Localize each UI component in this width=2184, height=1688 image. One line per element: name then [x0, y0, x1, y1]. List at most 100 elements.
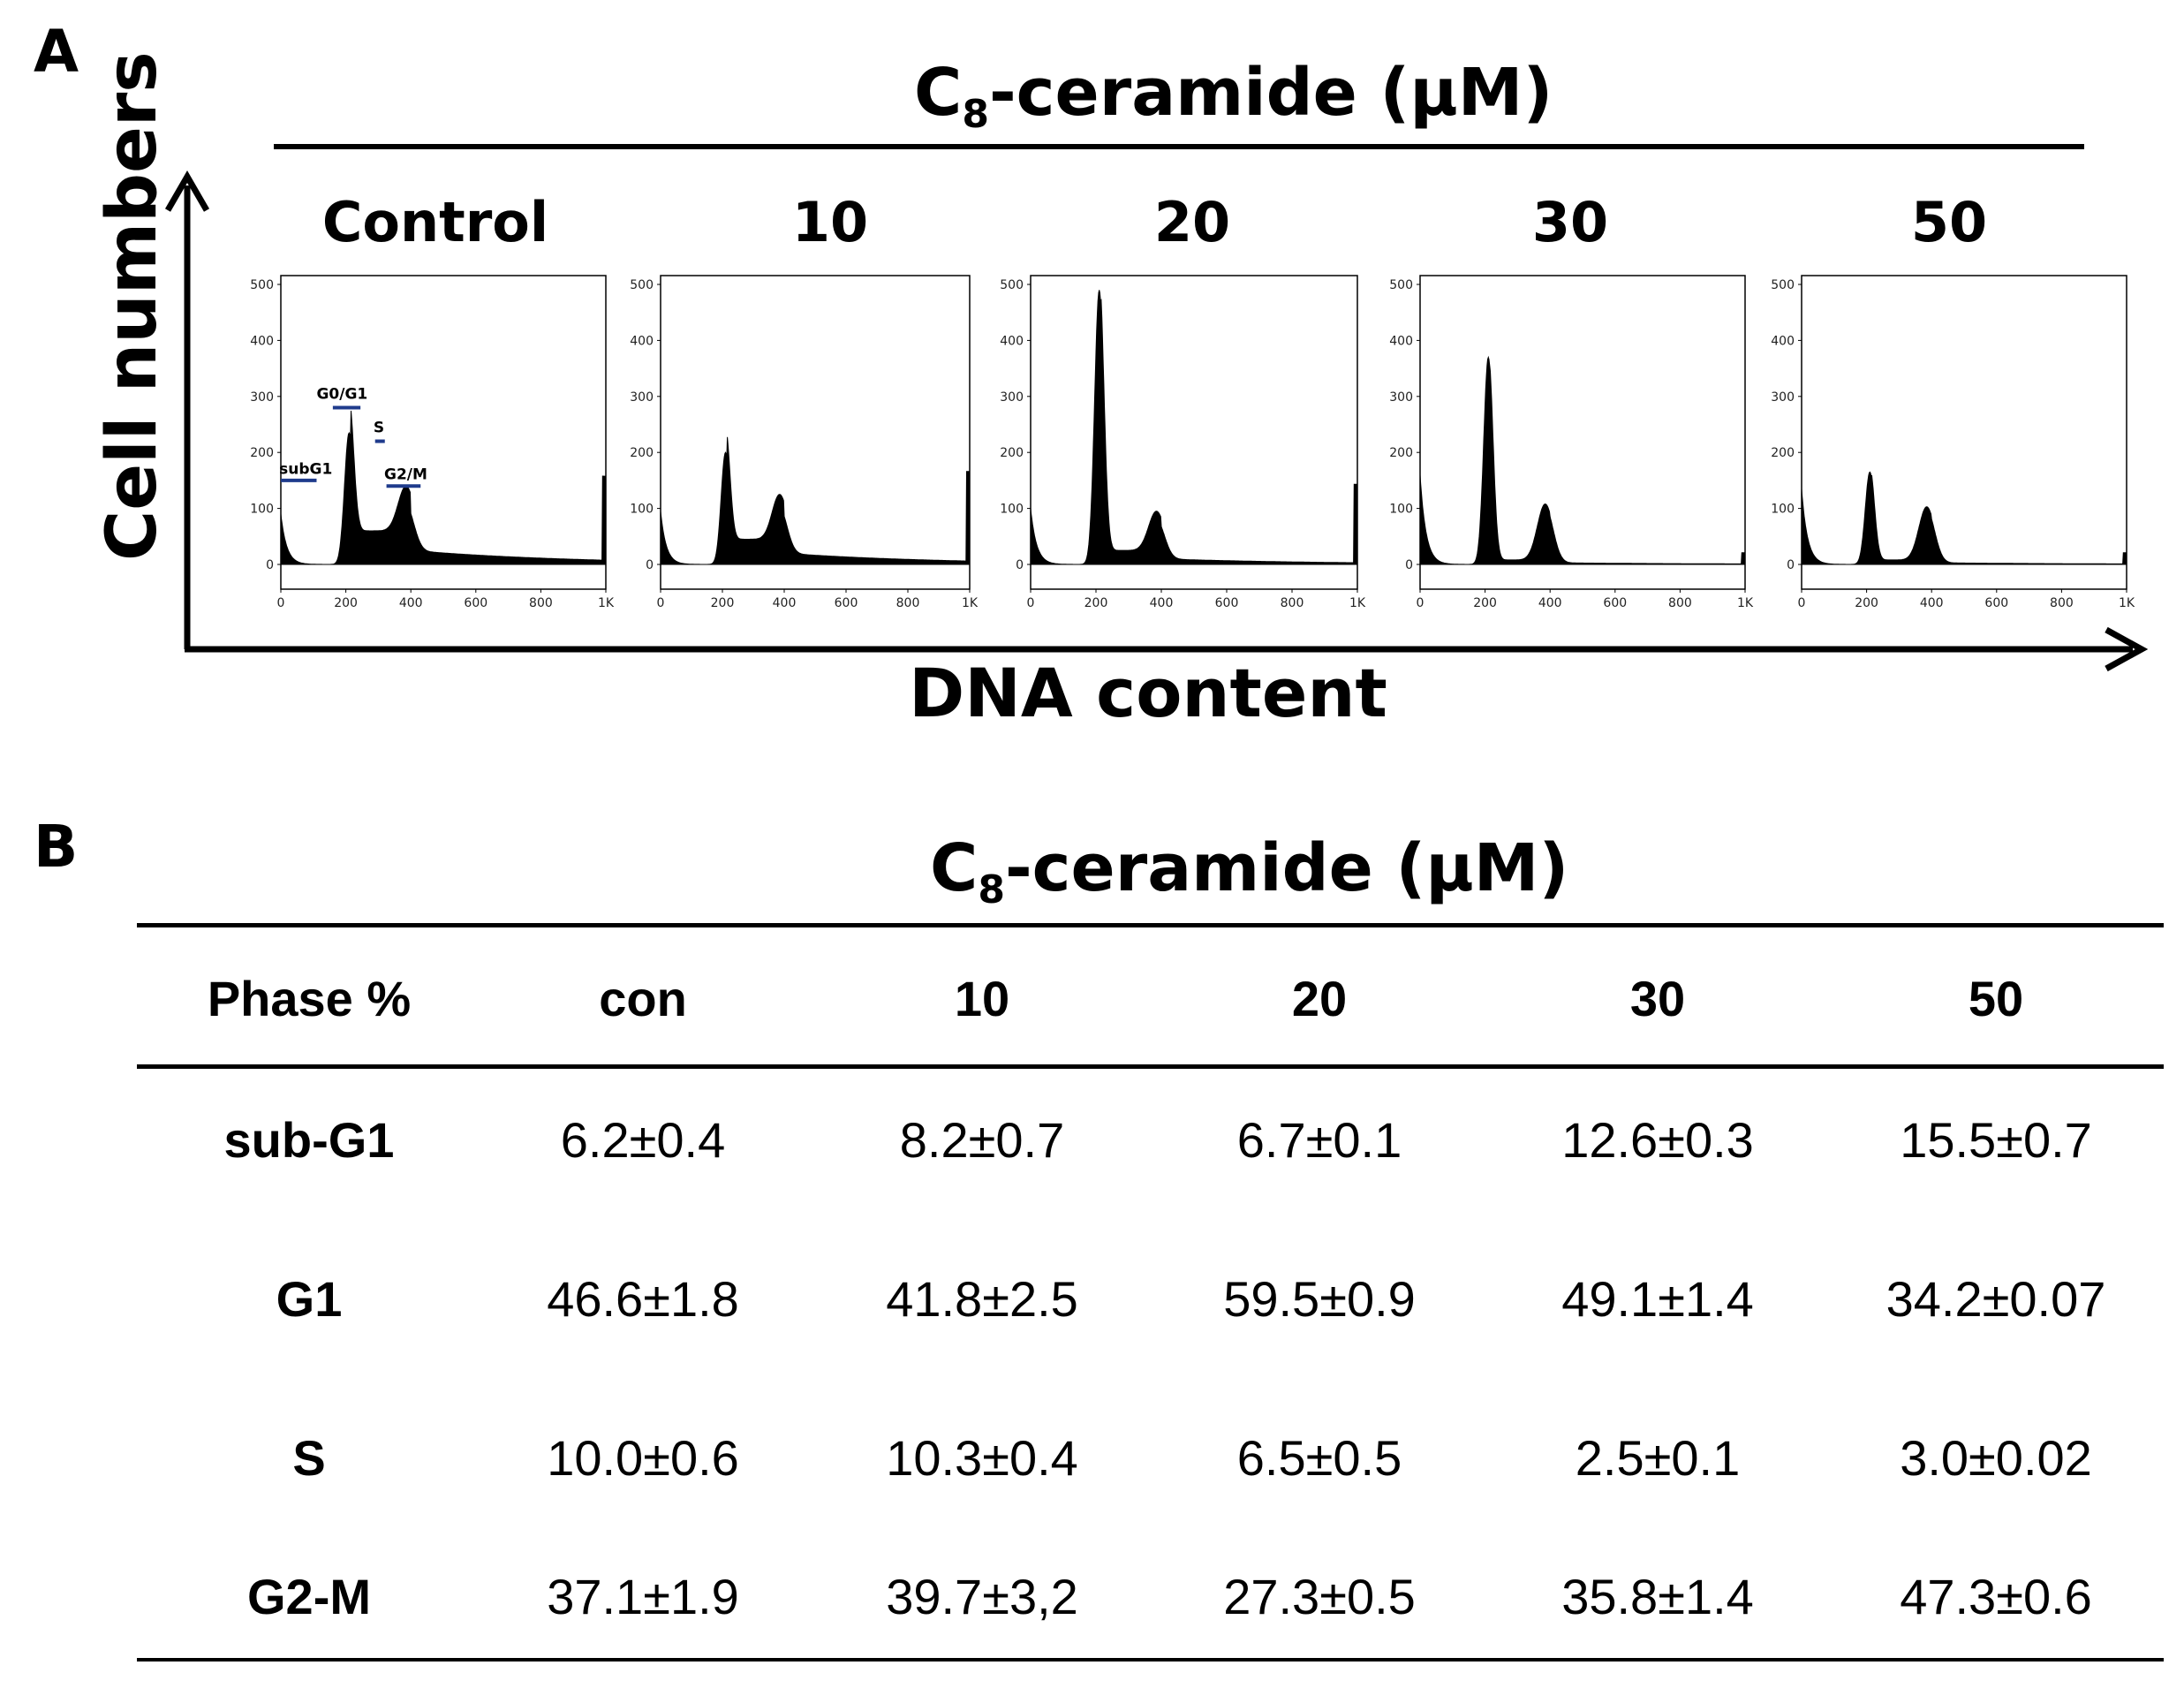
table-top-rule	[137, 923, 2164, 927]
histogram-panel-0: 0 100 200 300 400 500 0 200 400 600 800 1K subG1 G0/G…	[250, 275, 615, 610]
y-tick-label: 500	[1389, 278, 1413, 292]
table-header-phase: Phase %	[207, 971, 412, 1026]
table-cell: 10.0±0.6	[547, 1430, 739, 1486]
y-tick-label: 100	[1389, 503, 1413, 517]
y-tick-label: 200	[1000, 446, 1024, 460]
y-tick-label: 300	[1000, 390, 1024, 405]
y-tick-label: 500	[630, 278, 654, 292]
x-tick-label: 400	[1150, 596, 1174, 610]
x-tick-label: 1K	[1349, 596, 1366, 610]
table-cell: 34.2±0.07	[1885, 1271, 2106, 1327]
panel-frame	[1419, 275, 1746, 590]
table-header-20: 20	[1291, 971, 1348, 1026]
y-tick-label: 500	[1000, 278, 1024, 292]
table-cell: 47.3±0.6	[1900, 1569, 2092, 1624]
y-tick-label: 0	[646, 558, 654, 572]
title-suffix-b: -ceramide (µM)	[1004, 830, 1569, 906]
x-tick-label: 600	[1603, 596, 1627, 610]
histogram-panel-3: 0 100 200 300 400 500 0 200 400 600 800 1K	[1389, 275, 1754, 610]
y-tick-label: 500	[250, 278, 274, 292]
row-label-subg1: sub-G1	[223, 1112, 395, 1168]
title-subscript: 8	[962, 92, 989, 137]
conc-label-control: Control	[321, 190, 549, 254]
x-tick-label: 0	[657, 596, 665, 610]
x-tick-label: 200	[334, 596, 358, 610]
table-cell: 37.1±1.9	[547, 1569, 739, 1624]
histogram-panel-4: 0 100 200 300 400 500 0 200 400 600 800 1K	[1771, 275, 2135, 610]
table-header-30: 30	[1629, 971, 1686, 1026]
panel-frame	[1801, 275, 2127, 590]
panel-b-title: C8-ceramide (µM)	[930, 830, 1568, 912]
x-tick-label: 200	[1855, 596, 1878, 610]
table-cell: 8.2±0.7	[899, 1112, 1065, 1168]
x-tick-label: 400	[399, 596, 423, 610]
x-tick-label: 400	[1920, 596, 1944, 610]
x-tick-label: 0	[1027, 596, 1035, 610]
title-suffix: -ceramide (µM)	[988, 55, 1553, 131]
x-tick-label: 1K	[598, 596, 615, 610]
y-tick-label: 400	[1389, 334, 1413, 348]
x-axis-label: DNA content	[909, 654, 1387, 732]
x-tick-label: 400	[773, 596, 797, 610]
y-tick-label: 100	[1771, 503, 1795, 517]
table-header-con: con	[599, 971, 687, 1026]
table-cell: 39.7±3,2	[886, 1569, 1078, 1624]
table-cell: 3.0±0.02	[1900, 1430, 2092, 1486]
histogram-area	[1419, 355, 1746, 565]
table-cell: 6.7±0.1	[1236, 1112, 1402, 1168]
x-tick-label: 0	[1417, 596, 1425, 610]
row-label-g2m: G2-M	[247, 1569, 371, 1624]
y-tick-label: 300	[630, 390, 654, 405]
panel-b-letter: B	[34, 813, 79, 881]
y-tick-label: 200	[630, 446, 654, 460]
y-tick-label: 0	[266, 558, 274, 572]
table-header-rule	[137, 1064, 2164, 1069]
y-tick-label: 400	[630, 334, 654, 348]
table-header-10: 10	[954, 971, 1010, 1026]
y-tick-label: 100	[630, 503, 654, 517]
table-cell: 46.6±1.8	[547, 1271, 739, 1327]
x-tick-label: 0	[277, 596, 285, 610]
x-tick-label: 0	[1798, 596, 1806, 610]
panel-a-letter: A	[34, 18, 79, 86]
panel-a-title: C8-ceramide (µM)	[914, 55, 1553, 137]
title-prefix-b: C	[930, 830, 979, 906]
x-tick-label: 1K	[1737, 596, 1754, 610]
x-tick-label: 200	[1473, 596, 1497, 610]
table-cell: 27.3±0.5	[1223, 1569, 1416, 1624]
histogram-panel-1: 0 100 200 300 400 500 0 200 400 600 800 1K	[630, 275, 979, 610]
title-prefix: C	[914, 55, 963, 131]
y-tick-label: 400	[1771, 334, 1795, 348]
table-bottom-rule	[137, 1658, 2164, 1662]
y-tick-label: 400	[1000, 334, 1024, 348]
x-tick-label: 1K	[962, 596, 979, 610]
x-axis-arrow	[2105, 626, 2149, 672]
row-label-g1: G1	[276, 1271, 343, 1327]
conc-label-50: 50	[1910, 190, 1988, 254]
table-cell: 41.8±2.5	[886, 1271, 1078, 1327]
y-tick-label: 300	[250, 390, 274, 405]
table-cell: 6.2±0.4	[560, 1112, 726, 1168]
table-header-50: 50	[1968, 971, 2024, 1026]
panel-a-title-rule	[274, 144, 2084, 149]
table-cell: 59.5±0.9	[1223, 1271, 1416, 1327]
histogram-area	[660, 436, 971, 565]
table-cell: 6.5±0.5	[1236, 1430, 1402, 1486]
table-cell: 2.5±0.1	[1575, 1430, 1741, 1486]
x-tick-label: 600	[1984, 596, 2008, 610]
x-tick-label: 800	[529, 596, 553, 610]
panel-frame	[280, 275, 607, 590]
y-tick-label: 100	[1000, 503, 1024, 517]
x-tick-label: 200	[1084, 596, 1108, 610]
conc-label-10: 10	[791, 190, 869, 254]
table-cell: 49.1±1.4	[1561, 1271, 1754, 1327]
histogram-area	[280, 410, 607, 565]
x-tick-label: 600	[835, 596, 858, 610]
y-tick-label: 300	[1389, 390, 1413, 405]
y-tick-label: 100	[250, 503, 274, 517]
table-cell: 35.8±1.4	[1561, 1569, 1754, 1624]
panel-frame	[660, 275, 971, 590]
y-tick-label: 400	[250, 334, 274, 348]
gate-label: G0/G1	[316, 385, 367, 403]
y-axis-arrow	[164, 170, 210, 212]
